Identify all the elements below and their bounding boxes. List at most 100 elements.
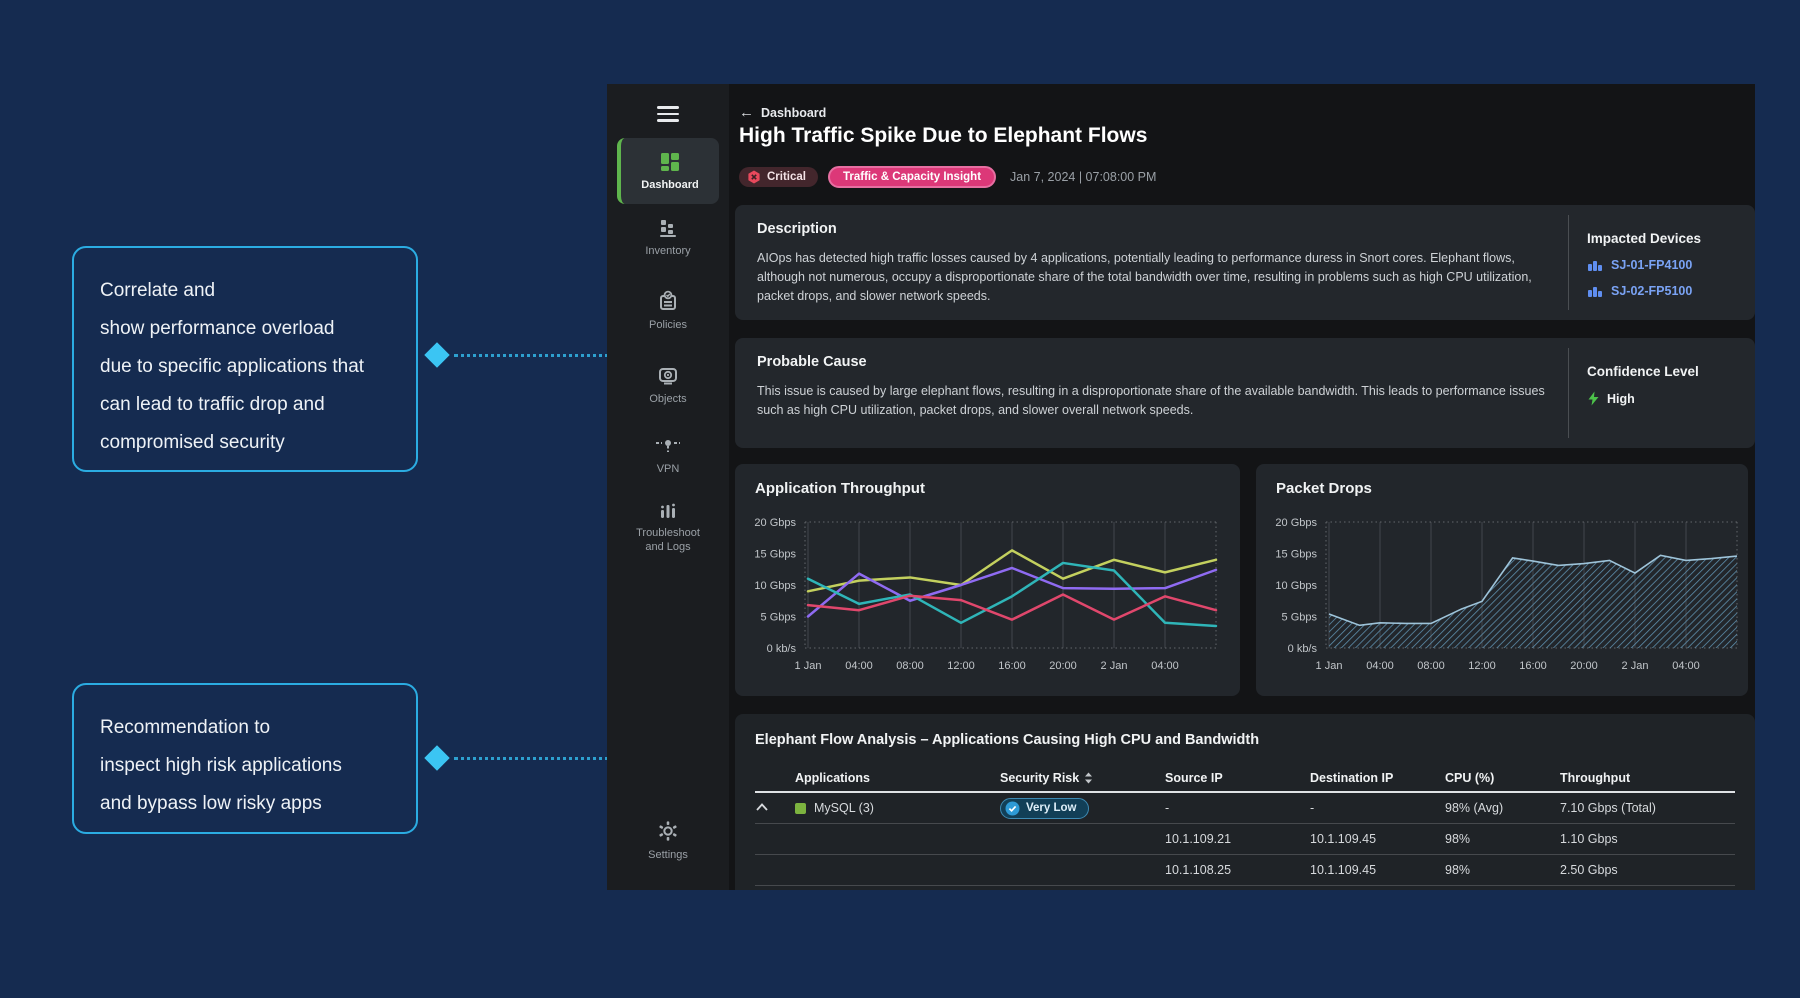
destination-ip-cell: 10.1.109.45 [1310, 863, 1445, 877]
col-applications: Applications [795, 771, 1000, 785]
callout-text-line: can lead to traffic drop and [100, 386, 390, 424]
svg-text:15 Gbps: 15 Gbps [754, 549, 796, 561]
device-link-label: SJ-02-FP5100 [1611, 284, 1692, 298]
sidebar-item-label: and Logs [645, 541, 690, 553]
menu-hamburger-icon[interactable] [657, 102, 679, 126]
callout-text-line: inspect high risk applications [100, 747, 390, 785]
svg-text:20:00: 20:00 [1570, 660, 1598, 672]
svg-text:10 Gbps: 10 Gbps [754, 580, 796, 592]
sidebar-item-vpn[interactable]: VPN [607, 436, 729, 475]
svg-text:2 Jan: 2 Jan [1101, 660, 1128, 672]
svg-text:0 kb/s: 0 kb/s [767, 643, 797, 655]
device-icon [1587, 259, 1603, 272]
policies-icon [657, 290, 679, 312]
table-row-flow-2[interactable]: 10.1.108.25 10.1.109.45 98% 2.50 Gbps [755, 855, 1735, 886]
table-row-flow-1[interactable]: 10.1.109.21 10.1.109.45 98% 1.10 Gbps [755, 824, 1735, 855]
main-content: ← Dashboard High Traffic Spike Due to El… [729, 84, 1755, 890]
sidebar-item-label: Objects [649, 393, 686, 405]
security-risk-badge: Very Low [1000, 798, 1089, 819]
destination-ip-cell: - [1310, 801, 1445, 815]
col-source-ip: Source IP [1165, 771, 1310, 785]
sidebar-item-label: Troubleshoot [636, 527, 700, 539]
annotation-callout-performance: Correlate and show performance overload … [72, 246, 418, 472]
packet-drops-chart: 1 Jan04:0008:0012:0016:0020:002 Jan04:00… [1256, 464, 1748, 696]
event-timestamp: Jan 7, 2024 | 07:08:00 PM [1010, 170, 1156, 184]
source-ip-cell: 10.1.108.25 [1165, 863, 1310, 877]
throughput-cell: 1.10 Gbps [1560, 832, 1735, 846]
sort-icon[interactable] [1084, 772, 1093, 784]
svg-text:08:00: 08:00 [896, 660, 924, 672]
svg-text:04:00: 04:00 [1366, 660, 1394, 672]
slide-canvas: Correlate and show performance overload … [0, 0, 1800, 998]
sidebar-item-inventory[interactable]: Inventory [607, 218, 729, 257]
svg-text:04:00: 04:00 [1151, 660, 1179, 672]
svg-text:16:00: 16:00 [998, 660, 1026, 672]
dashboard-grid-icon [659, 151, 681, 173]
device-link-sj01[interactable]: SJ-01-FP4100 [1587, 258, 1755, 272]
device-icon [1587, 285, 1603, 298]
svg-text:16:00: 16:00 [1519, 660, 1547, 672]
application-throughput-card: Application Throughput 1 Jan04:0008:0012… [735, 464, 1240, 696]
sidebar-item-troubleshoot[interactable]: Troubleshoot and Logs [607, 502, 729, 553]
svg-text:20 Gbps: 20 Gbps [754, 517, 796, 529]
dashboard-window: Dashboard Inventory Policies [607, 84, 1755, 890]
chevron-up-icon[interactable] [755, 802, 769, 812]
svg-text:15 Gbps: 15 Gbps [1275, 549, 1317, 561]
callout-text-line: show performance overload [100, 310, 390, 348]
svg-text:12:00: 12:00 [1468, 660, 1496, 672]
confidence-title: Confidence Level [1587, 364, 1755, 379]
sidebar-item-objects[interactable]: Objects [607, 366, 729, 405]
security-risk-label: Very Low [1026, 802, 1077, 814]
svg-text:10 Gbps: 10 Gbps [1275, 580, 1317, 592]
confidence-value: High [1607, 392, 1635, 406]
sidebar-item-label: Inventory [645, 245, 690, 257]
confidence-bolt-icon [1587, 391, 1600, 406]
callout-text-line: Correlate and [100, 272, 390, 310]
description-card: Description AIOps has detected high traf… [735, 205, 1755, 320]
source-ip-cell: - [1165, 801, 1310, 815]
svg-text:20:00: 20:00 [1049, 660, 1077, 672]
description-title: Description [757, 221, 1546, 237]
callout-text-line: due to specific applications that [100, 348, 390, 386]
gear-icon [657, 820, 679, 842]
device-link-sj02[interactable]: SJ-02-FP5100 [1587, 284, 1755, 298]
svg-text:5 Gbps: 5 Gbps [761, 612, 797, 624]
col-security-risk: Security Risk [1000, 771, 1079, 785]
application-throughput-chart: 1 Jan04:0008:0012:0016:0020:002 Jan04:00… [735, 464, 1240, 696]
cpu-cell: 98% [1445, 832, 1560, 846]
device-link-label: SJ-01-FP4100 [1611, 258, 1692, 272]
table-title: Elephant Flow Analysis – Applications Ca… [755, 732, 1735, 748]
severity-badge-label: Critical [767, 171, 806, 183]
page-title: High Traffic Spike Due to Elephant Flows [739, 124, 1147, 148]
callout-text-line: compromised security [100, 424, 390, 462]
inventory-icon [657, 218, 679, 238]
sidebar-item-dashboard[interactable]: Dashboard [617, 138, 719, 204]
probable-cause-card: Probable Cause This issue is caused by l… [735, 338, 1755, 448]
sidebar-item-settings[interactable]: Settings [607, 820, 729, 861]
back-label: Dashboard [761, 106, 826, 120]
callout-text-line: Recommendation to [100, 709, 390, 747]
objects-icon [657, 366, 679, 386]
table-row-mysql-group[interactable]: MySQL (3) Very Low - - 98% (Avg) [755, 793, 1735, 824]
svg-text:12:00: 12:00 [947, 660, 975, 672]
critical-hexagon-icon [747, 170, 761, 184]
svg-text:04:00: 04:00 [845, 660, 873, 672]
check-circle-icon [1005, 801, 1020, 816]
svg-text:1 Jan: 1 Jan [1316, 660, 1343, 672]
insight-badge: Traffic & Capacity Insight [828, 166, 996, 188]
svg-text:2 Jan: 2 Jan [1622, 660, 1649, 672]
severity-badge: Critical [739, 167, 818, 187]
sidebar-item-label: VPN [657, 463, 680, 475]
cpu-cell: 98% [1445, 863, 1560, 877]
elephant-flow-table-card: Elephant Flow Analysis – Applications Ca… [735, 714, 1755, 890]
svg-text:0 kb/s: 0 kb/s [1288, 643, 1318, 655]
source-ip-cell: 10.1.109.21 [1165, 832, 1310, 846]
back-breadcrumb[interactable]: ← Dashboard [739, 104, 826, 121]
packet-drops-card: Packet Drops 1 Jan04:0008:0012:0016:0020… [1256, 464, 1748, 696]
impacted-devices-title: Impacted Devices [1587, 231, 1755, 246]
sidebar-item-policies[interactable]: Policies [607, 290, 729, 331]
back-arrow-icon: ← [739, 104, 754, 121]
annotation-callout-recommendation: Recommendation to inspect high risk appl… [72, 683, 418, 834]
sidebar-item-label: Settings [648, 849, 688, 861]
svg-text:20 Gbps: 20 Gbps [1275, 517, 1317, 529]
